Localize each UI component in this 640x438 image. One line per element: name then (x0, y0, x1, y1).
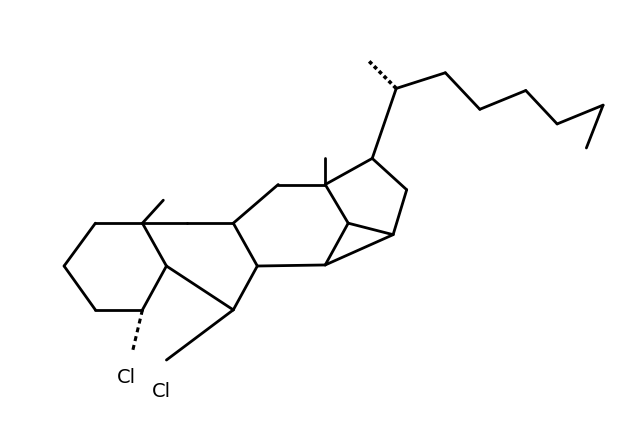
Text: Cl: Cl (152, 382, 171, 401)
Text: Cl: Cl (117, 368, 136, 387)
